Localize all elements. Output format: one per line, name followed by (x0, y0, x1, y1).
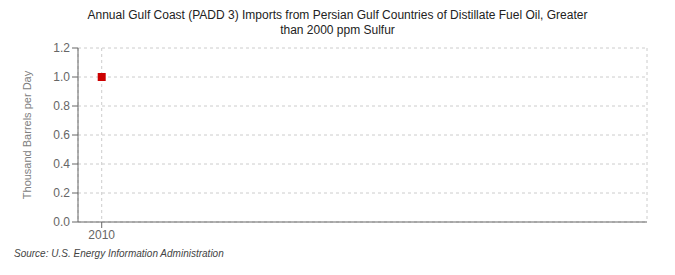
svg-text:0.0: 0.0 (53, 215, 70, 229)
svg-text:1.0: 1.0 (53, 70, 70, 84)
svg-text:1.2: 1.2 (53, 41, 70, 55)
html-text:Annual Gulf Coast (PADD 3) Imp: Annual Gulf Coast (PADD 3) Imports from … (87, 8, 588, 37)
svg-text:0.4: 0.4 (53, 157, 70, 171)
svg-text:Thousand Barrels per Day: Thousand Barrels per Day (21, 70, 33, 199)
svg-text:0.2: 0.2 (53, 186, 70, 200)
svg-text:2010: 2010 (88, 228, 115, 242)
svg-text:0.8: 0.8 (53, 99, 70, 113)
html-text:Source: U.S. Energy Informatio: Source: U.S. Energy Information Administ… (14, 248, 224, 259)
svg-text:0.6: 0.6 (53, 128, 70, 142)
